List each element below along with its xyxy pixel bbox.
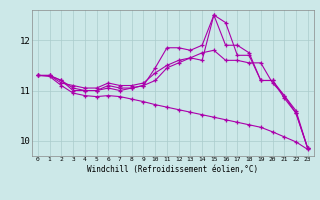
- X-axis label: Windchill (Refroidissement éolien,°C): Windchill (Refroidissement éolien,°C): [87, 165, 258, 174]
